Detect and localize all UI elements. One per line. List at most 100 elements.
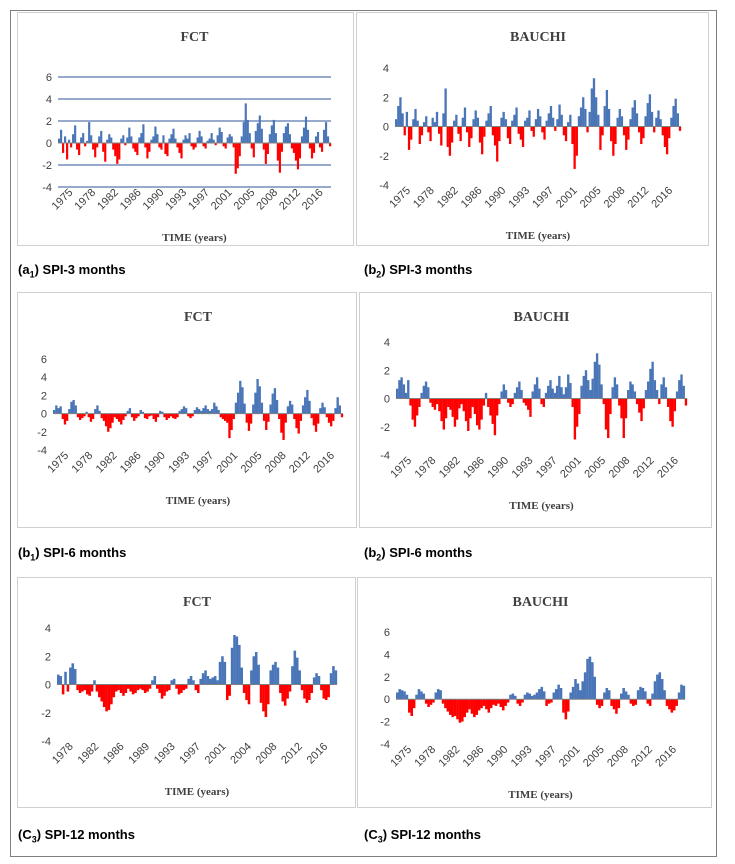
bar-positive (595, 353, 599, 399)
bar-positive (398, 689, 401, 700)
y-tick-label: 6 (41, 354, 47, 366)
bar-negative (92, 143, 95, 150)
bar-negative (85, 684, 89, 695)
bar-positive (234, 402, 238, 414)
x-axis-label: TIME (years) (506, 230, 571, 242)
bar-negative (236, 143, 239, 169)
bar-positive (239, 380, 242, 414)
bar-positive (633, 391, 637, 399)
bar-negative (190, 143, 193, 147)
y-tick-label: 2 (41, 390, 47, 402)
bar-positive (98, 136, 101, 143)
bar-positive (558, 104, 561, 127)
bar-negative (516, 699, 519, 704)
x-tick-label: 1975 (50, 187, 76, 213)
bar-negative (629, 699, 633, 704)
y-tick-label: 2 (383, 92, 389, 104)
bar-negative (532, 126, 535, 137)
bar-negative (411, 398, 414, 420)
bar-negative (120, 413, 123, 425)
bar-positive (230, 136, 233, 143)
bar-positive (150, 139, 153, 143)
bar-negative (573, 398, 577, 440)
bar-positive (405, 694, 409, 700)
bar-negative (498, 126, 501, 142)
bar-negative (642, 398, 645, 409)
chart-bauchi-spi6: BAUCHI -4 -2 0 2 4 197519781982198619901993199… (380, 310, 688, 512)
bar-positive (180, 409, 184, 414)
y-tick-label: 4 (41, 372, 47, 384)
bar-negative (602, 398, 605, 405)
bar-positive (622, 688, 625, 700)
bar-positive (444, 88, 447, 127)
bar-positive (274, 661, 277, 685)
bar-negative (111, 413, 114, 423)
bar-positive (515, 107, 518, 127)
x-tick-label: 2001 (558, 455, 584, 481)
bar-negative (493, 126, 497, 146)
bar-positive (200, 410, 203, 414)
bar-positive (635, 113, 639, 127)
y-tick-label: -4 (41, 736, 51, 748)
bar-positive (268, 134, 271, 143)
bar-positive (549, 106, 553, 127)
bar-positive (415, 694, 418, 700)
bar-positive (398, 380, 401, 399)
bar-negative (118, 143, 121, 160)
bar-negative (76, 143, 79, 150)
bar-negative (102, 684, 106, 708)
bar-negative (622, 398, 625, 439)
bar-negative (607, 398, 610, 439)
bar-positive (57, 408, 60, 414)
x-tick-label: 1997 (533, 744, 559, 770)
bar-negative (328, 143, 332, 147)
x-tick-label: 2016 (655, 455, 681, 481)
bar-positive (539, 116, 542, 127)
bar-positive (300, 136, 304, 143)
bar-negative (446, 699, 450, 712)
bar-negative (219, 413, 222, 418)
bar-positive (660, 679, 664, 700)
bar-positive (442, 113, 445, 127)
bar-positive (420, 691, 423, 700)
bar-positive (142, 124, 145, 143)
bar-positive (569, 692, 572, 700)
bar-positive (509, 694, 512, 700)
bar-negative (320, 684, 323, 691)
bar-positive (502, 384, 505, 399)
bar-negative (489, 699, 493, 709)
bar-negative (571, 398, 574, 407)
y-tick-label: 0 (383, 122, 389, 134)
bar-negative (545, 699, 548, 706)
bar-positive (587, 380, 590, 399)
bar-negative (65, 413, 69, 421)
bar-negative (573, 126, 576, 169)
bar-negative (305, 684, 309, 703)
bar-positive (70, 401, 73, 414)
bar-negative (575, 398, 579, 427)
bar-positive (140, 133, 143, 143)
bar-negative (478, 398, 481, 430)
chart-fct-spi6: FCT-4-2024619751978198219861990199319972… (37, 310, 344, 507)
bar-negative (340, 413, 344, 418)
bar-negative (578, 398, 581, 415)
bar-positive (584, 370, 588, 399)
bar-negative (252, 143, 255, 158)
bar-positive (500, 391, 503, 399)
bar-positive (641, 688, 645, 700)
bar-negative (635, 398, 639, 405)
bar-negative (547, 699, 551, 704)
bar-negative (164, 143, 167, 154)
bar-positive (579, 690, 582, 700)
y-tick-label: -2 (380, 717, 390, 729)
bar-positive (567, 374, 570, 399)
bar-positive (414, 108, 417, 127)
bar-positive (631, 107, 634, 127)
caption-c3-left-spi12: (C3) SPI-12 months (18, 827, 135, 845)
x-tick-label: 1986 (461, 455, 487, 481)
x-axis-label: TIME (years) (165, 786, 230, 798)
bar-negative (172, 413, 175, 419)
bar-positive (174, 138, 177, 143)
bar-positive (226, 137, 229, 143)
